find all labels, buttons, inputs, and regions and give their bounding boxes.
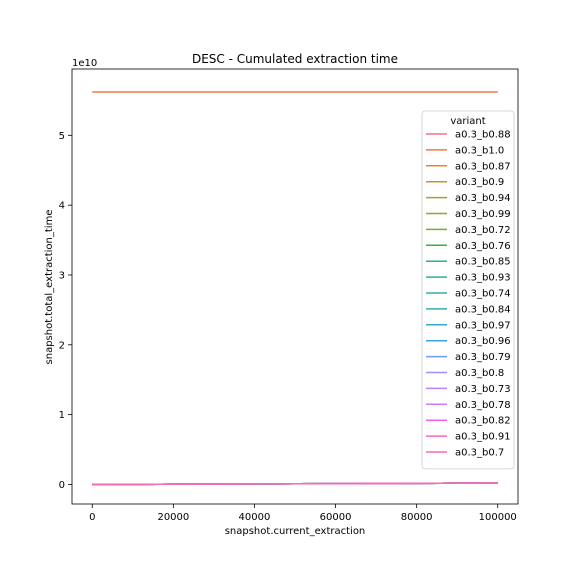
legend-label: a0.3_b0.94 [455, 193, 511, 204]
legend: variant a0.3_b0.88 a0.3_b1.0 a0.3_b0.87 a0.3… [421, 110, 515, 470]
y-axis-offset-text: 1e10 [72, 58, 97, 69]
legend-title: variant [450, 116, 485, 127]
legend-label: a0.3_b0.87 [455, 161, 511, 172]
legend-label: a0.3_b0.9 [455, 177, 504, 188]
legend-label: a0.3_b0.96 [455, 336, 511, 347]
legend-label: a0.3_b0.88 [455, 130, 511, 141]
legend-box [421, 110, 515, 470]
legend-label: a0.3_b0.8 [455, 368, 504, 379]
x-axis-label: snapshot.current_extraction [225, 526, 366, 537]
legend-label: a0.3_b0.74 [455, 289, 511, 300]
legend-label: a0.3_b0.91 [455, 432, 511, 443]
y-axis: 0 1 2 3 4 5 [59, 131, 72, 491]
x-tick-label: 100000 [479, 512, 517, 523]
legend-label: a0.3_b0.73 [455, 384, 511, 395]
x-tick-label: 20000 [157, 512, 189, 523]
legend-label: a0.3_b0.72 [455, 225, 511, 236]
x-tick-label: 40000 [239, 512, 271, 523]
y-tick-label: 4 [59, 201, 65, 212]
legend-label: a0.3_b0.84 [455, 304, 511, 315]
legend-label: a0.3_b0.78 [455, 400, 511, 411]
y-tick-label: 5 [59, 131, 65, 142]
legend-label: a0.3_b1.0 [455, 145, 504, 156]
legend-label: a0.3_b0.76 [455, 241, 511, 252]
legend-label: a0.3_b0.7 [455, 448, 504, 459]
plot-area [92, 91, 498, 486]
y-tick-label: 1 [59, 410, 65, 421]
legend-label: a0.3_b0.93 [455, 273, 511, 284]
x-tick-label: 80000 [401, 512, 433, 523]
y-tick-label: 2 [59, 340, 65, 351]
x-tick-label: 60000 [320, 512, 352, 523]
legend-label: a0.3_b0.97 [455, 320, 511, 331]
y-tick-label: 0 [59, 480, 65, 491]
legend-label: a0.3_b0.99 [455, 209, 511, 220]
axes-frame [71, 68, 519, 505]
x-axis: 0 20000 40000 60000 80000 100000 [89, 504, 517, 523]
y-axis-label: snapshot.total_extraction_time [44, 210, 55, 365]
series-line-a0.3_b0.7 [92, 482, 498, 486]
x-tick-label: 0 [89, 512, 95, 523]
legend-label: a0.3_b0.82 [455, 416, 511, 427]
legend-label: a0.3_b0.85 [455, 257, 511, 268]
chart-title: DESC - Cumulated extraction time [192, 52, 398, 66]
y-tick-label: 3 [59, 270, 65, 281]
legend-label: a0.3_b0.79 [455, 352, 511, 363]
